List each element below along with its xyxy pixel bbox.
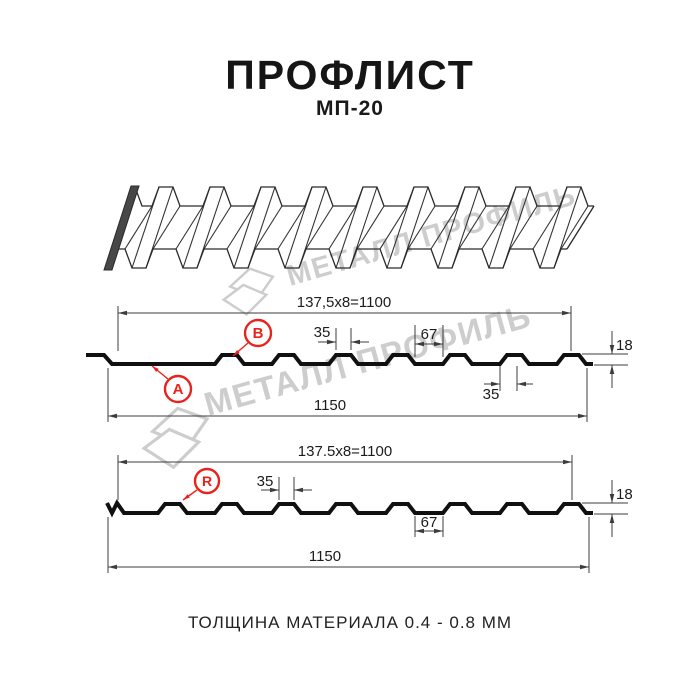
drawing-line — [328, 205, 357, 250]
marker-a-circle — [163, 374, 193, 404]
drawing-polygon — [351, 339, 360, 345]
dim-label-valley-width-bottom: 67 — [421, 514, 438, 531]
drawing-line — [458, 205, 487, 250]
dim-label-profile-height-bottom: 18 — [616, 486, 633, 503]
drawing-polygon — [118, 310, 127, 316]
dimensions-bottom-section: 137.5x8=1100 1150 35 67 18 — [107, 443, 633, 573]
drawing-path — [105, 499, 593, 518]
drawing-path — [221, 283, 269, 317]
drawing-line — [203, 205, 232, 250]
drawing-polygon — [517, 381, 526, 387]
drawing-polygon — [327, 339, 336, 345]
material-thickness-note: ТОЛЩИНА МАТЕРИАЛА 0.4 - 0.8 ММ — [187, 613, 513, 632]
product-code: МП-20 — [316, 97, 384, 120]
drawing-line — [152, 205, 181, 250]
drawing-line — [305, 205, 334, 250]
page-title: ПРОФЛИСТ — [225, 52, 475, 98]
drawing-polygon — [118, 459, 127, 465]
drawing-polygon — [152, 366, 159, 372]
dimensions-top-section: 137,5x8=1100 1150 35 67 18 35 — [107, 294, 633, 422]
dim-label-overall-width-bottom: 1150 — [309, 548, 341, 565]
drawing-line — [566, 205, 595, 250]
dim-label-rib-bottom-width: 35 — [483, 386, 500, 403]
metall-profil-logo-icon — [221, 267, 275, 317]
drawing-line — [226, 205, 255, 250]
watermark-upper: МЕТАЛЛ ПРОФИЛЬ — [221, 179, 580, 317]
section-view-bottom — [105, 499, 593, 518]
drawing-line — [509, 205, 538, 250]
drawing-polygon — [434, 341, 443, 347]
drawing-line — [254, 205, 283, 250]
drawing-line — [175, 205, 204, 250]
marker-a-label: A — [173, 381, 184, 398]
surface-markers-top: AB — [151, 318, 273, 404]
drawing-polygon — [562, 310, 571, 316]
watermark-lower: МЕТАЛЛ ПРОФИЛЬ — [141, 297, 536, 470]
drawing-polygon — [415, 528, 424, 534]
drawing-line — [481, 205, 510, 250]
sheet-3d-view — [103, 185, 595, 271]
dim-label-rib-top-width-bottom: 35 — [257, 473, 274, 490]
drawing-line — [277, 205, 306, 250]
dim-label-overall-width-top: 1150 — [314, 397, 346, 414]
marker-r-label: R — [202, 473, 212, 489]
drawing-line — [124, 205, 153, 250]
section-view-top — [86, 353, 593, 366]
drawing-path — [107, 248, 567, 269]
marker-b-circle — [243, 318, 273, 348]
drawing-polygon — [563, 459, 572, 465]
drawing-path — [134, 186, 594, 207]
drawing-line — [560, 205, 589, 250]
drawing-polygon — [609, 494, 615, 503]
metall-profil-logo-icon — [141, 406, 210, 470]
dim-label-valley-width-top: 67 — [421, 326, 438, 343]
drawing-line — [356, 205, 385, 250]
drawing-path — [86, 353, 593, 366]
drawing-polygon — [609, 365, 615, 374]
drawing-line — [379, 205, 408, 250]
dim-label-pitch-formula-top: 137,5x8=1100 — [297, 294, 391, 311]
drawing-polygon — [270, 487, 279, 493]
drawing-polygon — [434, 528, 443, 534]
drawing-polygon — [415, 341, 424, 347]
drawing-line — [532, 205, 561, 250]
sheet-cut-edge — [103, 185, 140, 271]
surface-markers-bottom: R — [182, 467, 221, 501]
drawing-polygon — [609, 345, 615, 354]
drawing-line — [407, 205, 436, 250]
drawing-line — [430, 205, 459, 250]
watermark-text: МЕТАЛЛ ПРОФИЛЬ — [200, 297, 536, 423]
drawing-polygon — [580, 564, 589, 570]
dim-label-profile-height-top: 18 — [616, 337, 633, 354]
drawing-polygon — [183, 494, 190, 500]
drawing-polygon — [108, 413, 117, 419]
dim-label-rib-top-width: 35 — [314, 324, 331, 341]
drawing-polygon — [609, 514, 615, 523]
dim-label-pitch-formula-bottom: 137.5x8=1100 — [298, 443, 392, 460]
marker-r-circle — [193, 467, 221, 495]
drawing-polygon — [491, 381, 500, 387]
drawing-path — [141, 427, 202, 470]
drawing-polygon — [108, 564, 117, 570]
drawing-polygon — [294, 487, 303, 493]
marker-b-label: B — [253, 325, 264, 342]
drawing-polygon — [233, 349, 240, 356]
drawing-polygon — [578, 413, 587, 419]
